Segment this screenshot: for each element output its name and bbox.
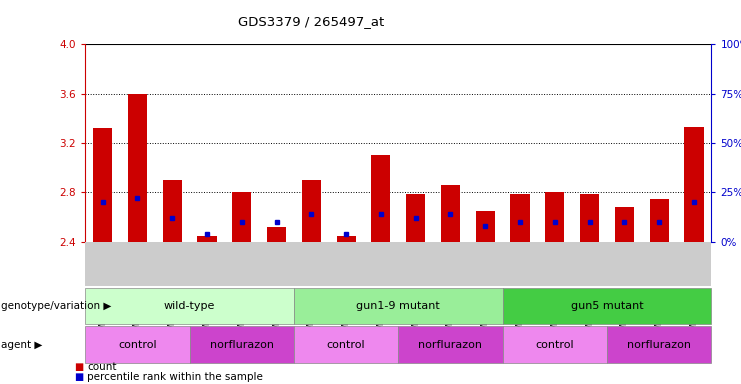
Text: agent ▶: agent ▶ <box>1 339 43 350</box>
Bar <box>406 194 425 242</box>
Bar <box>336 236 356 242</box>
Bar <box>371 156 391 242</box>
Text: wild-type: wild-type <box>164 301 215 311</box>
Text: gun1-9 mutant: gun1-9 mutant <box>356 301 440 311</box>
Bar <box>441 185 460 242</box>
Bar <box>162 180 182 242</box>
Bar <box>85 288 294 324</box>
Text: norflurazon: norflurazon <box>627 339 691 350</box>
Bar <box>399 326 502 363</box>
Bar <box>615 207 634 242</box>
Bar <box>502 326 607 363</box>
Bar <box>685 127 703 242</box>
Text: control: control <box>118 339 156 350</box>
Bar <box>476 211 495 242</box>
Bar <box>545 192 565 242</box>
Text: ■: ■ <box>74 372 83 382</box>
Text: genotype/variation ▶: genotype/variation ▶ <box>1 301 112 311</box>
Text: percentile rank within the sample: percentile rank within the sample <box>87 372 263 382</box>
Text: control: control <box>327 339 365 350</box>
Bar <box>502 288 711 324</box>
Bar <box>294 326 398 363</box>
Bar <box>580 194 599 242</box>
Bar <box>93 128 112 242</box>
Bar <box>511 194 530 242</box>
Text: norflurazon: norflurazon <box>419 339 482 350</box>
Bar <box>197 236 216 242</box>
Bar <box>267 227 286 242</box>
Bar <box>128 94 147 242</box>
Text: gun5 mutant: gun5 mutant <box>571 301 643 311</box>
Text: count: count <box>87 362 117 372</box>
Text: control: control <box>536 339 574 350</box>
Text: norflurazon: norflurazon <box>210 339 273 350</box>
Bar <box>85 326 190 363</box>
Bar <box>650 199 668 242</box>
Bar <box>190 326 294 363</box>
Bar <box>302 180 321 242</box>
Bar <box>294 288 502 324</box>
Text: ■: ■ <box>74 362 83 372</box>
Bar <box>607 326 711 363</box>
Bar <box>232 192 251 242</box>
Text: GDS3379 / 265497_at: GDS3379 / 265497_at <box>238 15 385 28</box>
